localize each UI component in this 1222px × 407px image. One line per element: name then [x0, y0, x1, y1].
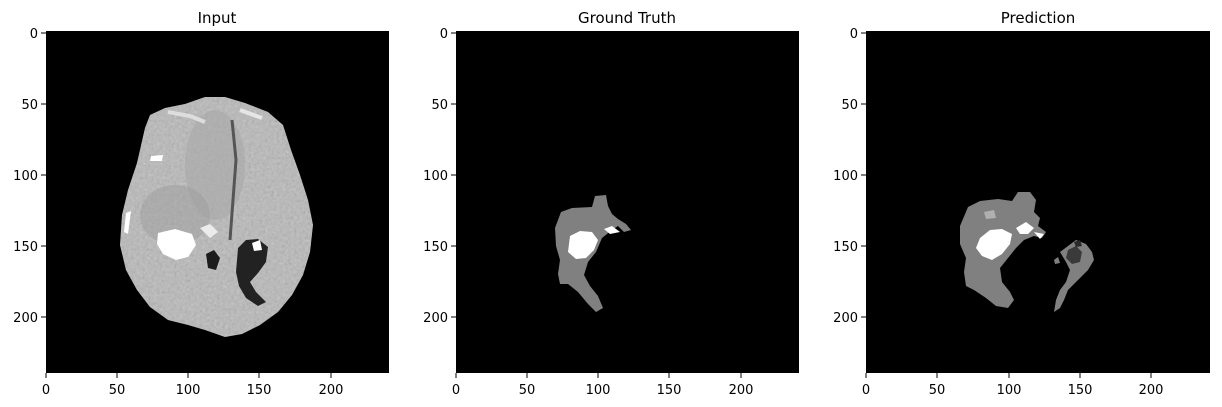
y-tick-label: 0	[30, 27, 38, 42]
y-axis: 0 50 100 150 200	[13, 27, 46, 326]
x-tick-label: 200	[319, 383, 344, 398]
x-tick-label: 50	[929, 383, 946, 398]
y-tick-label: 200	[13, 311, 38, 326]
y-tick-label: 200	[833, 311, 858, 326]
panel-input: Input	[13, 9, 389, 398]
panel-ground-truth: Ground Truth 0 50 100 150 200 0 50	[423, 9, 799, 398]
y-tick-label: 100	[423, 169, 448, 184]
x-tick-label: 150	[1068, 383, 1093, 398]
x-tick-label: 0	[452, 383, 460, 398]
y-tick-label: 100	[13, 169, 38, 184]
y-tick-label: 50	[841, 98, 858, 113]
x-tick-label: 150	[247, 383, 272, 398]
y-tick-label: 100	[833, 169, 858, 184]
x-tick-label: 0	[862, 383, 870, 398]
x-tick-label: 150	[657, 383, 682, 398]
brain-scan-image	[120, 97, 313, 337]
panel-title: Prediction	[1001, 9, 1076, 27]
y-tick-label: 150	[423, 240, 448, 255]
panel-prediction: Prediction 0 50 100 150 200	[833, 9, 1210, 398]
x-axis: 0 50 100 150 200	[862, 373, 1164, 398]
panel-title: Ground Truth	[578, 9, 676, 27]
prediction-mask	[960, 192, 1094, 312]
x-tick-label: 0	[42, 383, 50, 398]
y-tick-label: 150	[13, 240, 38, 255]
x-tick-label: 100	[176, 383, 201, 398]
y-axis: 0 50 100 150 200	[423, 27, 456, 326]
image-axes	[866, 31, 1210, 373]
y-axis: 0 50 100 150 200	[833, 27, 866, 326]
x-tick-label: 100	[997, 383, 1022, 398]
y-tick-label: 0	[850, 27, 858, 42]
y-tick-label: 50	[431, 98, 448, 113]
y-tick-label: 0	[440, 27, 448, 42]
x-axis: 0 50 100 150 200	[452, 373, 754, 398]
x-tick-label: 50	[519, 383, 536, 398]
image-axes	[456, 31, 799, 373]
x-tick-label: 200	[1139, 383, 1164, 398]
x-tick-label: 100	[586, 383, 611, 398]
y-tick-label: 200	[423, 311, 448, 326]
y-tick-label: 50	[21, 98, 38, 113]
x-axis: 0 50 100 150 200	[42, 373, 344, 398]
ground-truth-mask	[555, 195, 631, 312]
x-tick-label: 200	[729, 383, 754, 398]
x-tick-label: 50	[109, 383, 126, 398]
panel-title: Input	[198, 9, 237, 27]
y-tick-label: 150	[833, 240, 858, 255]
